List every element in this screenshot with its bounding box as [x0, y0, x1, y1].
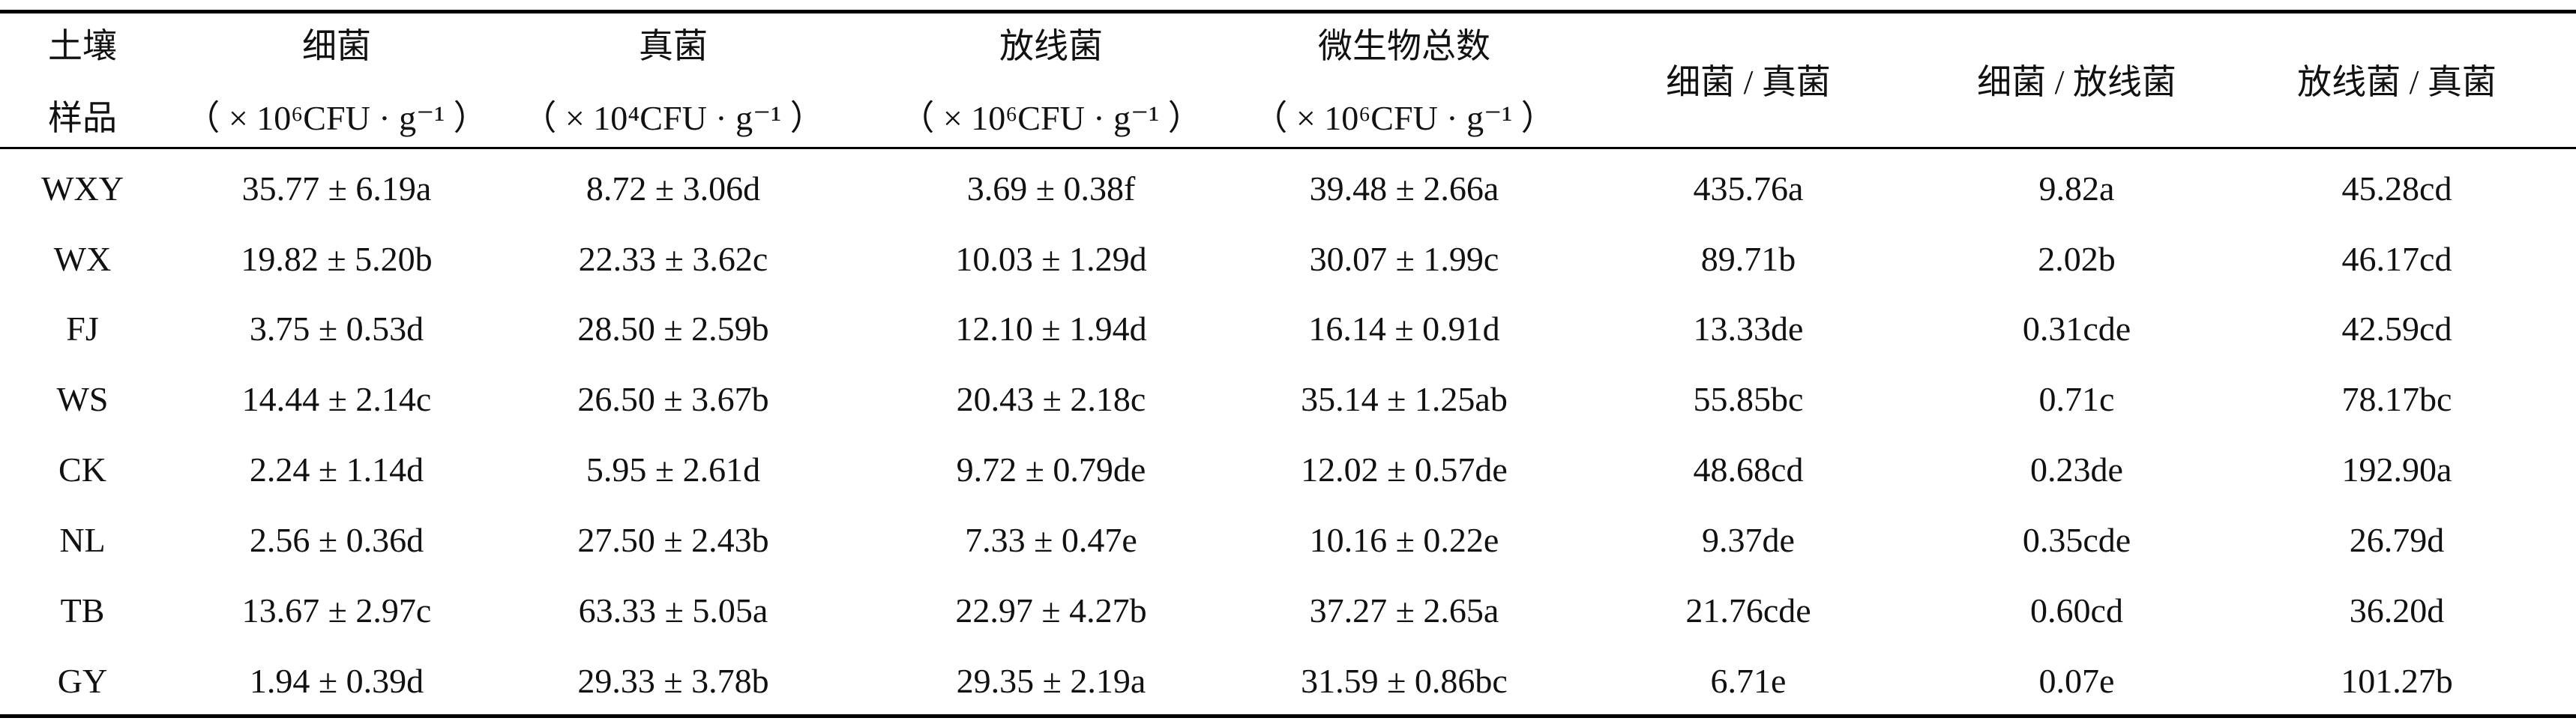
data-cell: 48.68cd [1693, 450, 1804, 489]
header-name: 细菌 / 放线菌 [1977, 63, 2176, 101]
row-label: FJ [66, 310, 99, 348]
data-cell: 2.24 ± 1.14d [249, 450, 424, 489]
data-cell: 42.59cd [2341, 310, 2452, 348]
data-cell: 35.77 ± 6.19a [241, 169, 432, 208]
data-cell: 55.85bc [1693, 380, 1804, 418]
data-cell: 6.71e [1710, 662, 1787, 700]
data-cell: 0.07e [2038, 662, 2115, 700]
row-label: CK [58, 450, 106, 489]
data-cell: 26.50 ± 3.67b [577, 380, 769, 418]
row-label: GY [57, 662, 108, 700]
data-cell: 10.03 ± 1.29d [955, 240, 1147, 278]
header-sample: 样品 [48, 99, 117, 137]
data-cell: 12.10 ± 1.94d [955, 310, 1147, 348]
data-cell: 7.33 ± 0.47e [965, 521, 1137, 559]
data-cell: 31.59 ± 0.86bc [1301, 662, 1508, 700]
data-cell: 45.28cd [2341, 169, 2452, 208]
header-name: 真菌 [639, 27, 708, 65]
header-unit: （ × 10⁶CFU · g⁻¹ ） [185, 99, 488, 137]
data-cell: 39.48 ± 2.66a [1309, 169, 1499, 208]
data-cell: 101.27b [2341, 662, 2453, 700]
data-cell: 435.76a [1693, 169, 1804, 208]
bottom-rule [0, 714, 2576, 718]
data-cell: 29.35 ± 2.19a [956, 662, 1146, 700]
data-cell: 19.82 ± 5.20b [241, 240, 433, 278]
data-cell: 16.14 ± 0.91d [1308, 310, 1500, 348]
data-cell: 22.97 ± 4.27b [955, 591, 1147, 630]
header-name: 放线菌 / 真菌 [2297, 63, 2497, 101]
data-cell: 30.07 ± 1.99c [1309, 240, 1499, 278]
data-cell: 63.33 ± 5.05a [578, 591, 768, 630]
data-cell: 13.33de [1693, 310, 1804, 348]
header-rule [0, 147, 2576, 149]
header-name: 放线菌 [999, 27, 1103, 65]
data-cell: 0.23de [2030, 450, 2123, 489]
row-label: TB [60, 591, 105, 630]
header-name: 细菌 [302, 27, 371, 65]
header-name: 细菌 / 真菌 [1666, 63, 1831, 101]
data-cell: 13.67 ± 2.97c [241, 591, 432, 630]
data-cell: 89.71b [1700, 240, 1796, 278]
header-unit: （ × 10⁶CFU · g⁻¹ ） [900, 99, 1203, 137]
data-cell: 46.17cd [2341, 240, 2452, 278]
data-cell: 9.37de [1702, 521, 1795, 559]
data-cell: 36.20d [2349, 591, 2445, 630]
header-unit: （ × 10⁶CFU · g⁻¹ ） [1253, 99, 1556, 137]
data-cell: 14.44 ± 2.14c [241, 380, 432, 418]
row-label: WS [56, 380, 109, 418]
data-cell: 20.43 ± 2.18c [956, 380, 1146, 418]
row-label: WXY [41, 169, 124, 208]
data-cell: 27.50 ± 2.43b [577, 521, 769, 559]
header-sample: 土壤 [48, 27, 117, 65]
data-cell: 1.94 ± 0.39d [249, 662, 424, 700]
data-cell: 78.17bc [2341, 380, 2452, 418]
data-cell: 192.90a [2341, 450, 2452, 489]
data-cell: 0.35cde [2022, 521, 2131, 559]
data-cell: 28.50 ± 2.59b [577, 310, 769, 348]
data-cell: 8.72 ± 3.06d [586, 169, 761, 208]
data-cell: 9.72 ± 0.79de [956, 450, 1146, 489]
row-label: WX [53, 240, 112, 278]
data-cell: 3.69 ± 0.38f [966, 169, 1136, 208]
data-cell: 29.33 ± 3.78b [577, 662, 769, 700]
top-rule [0, 10, 2576, 13]
header-unit: （ × 10⁴CFU · g⁻¹ ） [522, 99, 825, 137]
data-cell: 22.33 ± 3.62c [578, 240, 768, 278]
data-cell: 2.56 ± 0.36d [249, 521, 424, 559]
data-cell: 9.82a [2038, 169, 2115, 208]
row-label: NL [59, 521, 106, 559]
data-cell: 35.14 ± 1.25ab [1301, 380, 1508, 418]
data-cell: 10.16 ± 0.22e [1309, 521, 1499, 559]
data-cell: 0.71c [2038, 380, 2115, 418]
header-name: 微生物总数 [1318, 27, 1490, 65]
data-cell: 37.27 ± 2.65a [1309, 591, 1499, 630]
data-cell: 2.02b [2038, 240, 2116, 278]
data-cell: 21.76cde [1685, 591, 1811, 630]
data-cell: 5.95 ± 2.61d [586, 450, 761, 489]
data-cell: 0.31cde [2022, 310, 2131, 348]
data-cell: 0.60cd [2030, 591, 2123, 630]
data-cell: 12.02 ± 0.57de [1301, 450, 1508, 489]
data-cell: 26.79d [2349, 521, 2445, 559]
data-cell: 3.75 ± 0.53d [249, 310, 424, 348]
